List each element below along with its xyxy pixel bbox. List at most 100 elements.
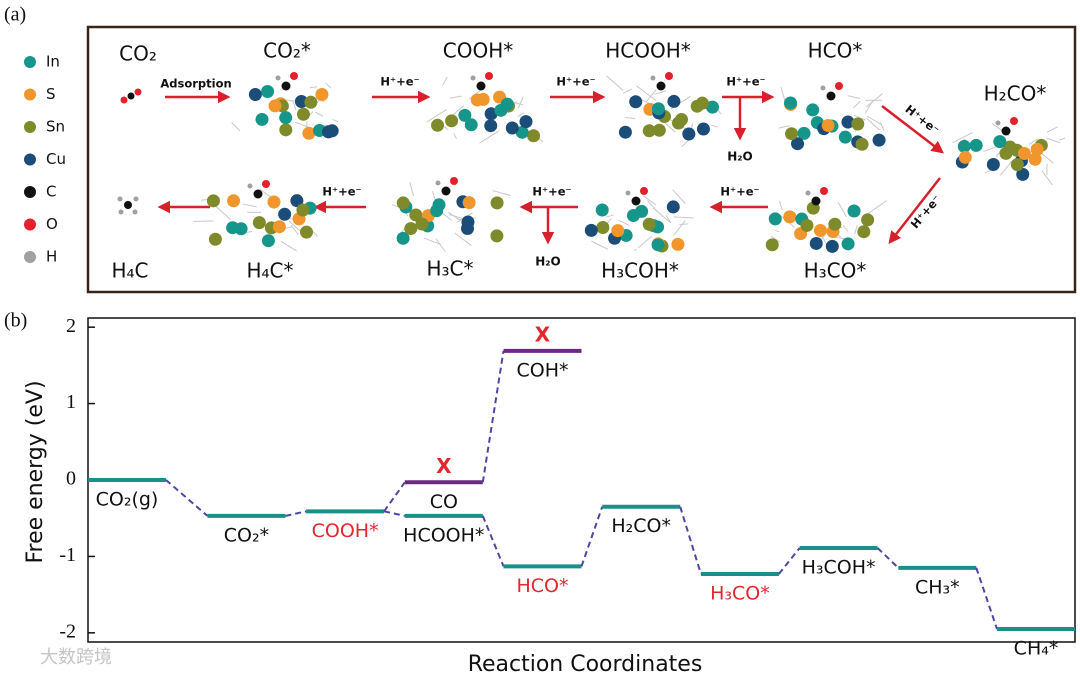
atom — [415, 217, 429, 231]
atom — [828, 217, 842, 231]
legend-swatch — [24, 56, 36, 68]
level-label: COOH* — [312, 520, 379, 542]
bond — [673, 220, 686, 236]
y-tick-label: -1 — [59, 544, 76, 566]
bond — [423, 237, 441, 245]
level-label: CO — [430, 491, 458, 513]
level-label: CO₂(g) — [96, 489, 159, 511]
bond — [618, 219, 630, 226]
connector — [580, 506, 604, 567]
atom — [485, 72, 493, 80]
bond — [778, 125, 790, 129]
atom — [813, 223, 827, 237]
arrow — [888, 177, 941, 244]
atom — [272, 220, 286, 234]
species-label: H₃COH* — [601, 259, 679, 283]
level-label: H₃CO* — [710, 582, 770, 604]
atom — [290, 72, 298, 80]
bond — [332, 118, 339, 123]
atom — [821, 119, 835, 133]
atom — [838, 130, 852, 144]
bond — [1028, 138, 1038, 145]
atom — [596, 221, 610, 235]
arrow-label: Adsorption — [160, 77, 231, 91]
atom — [656, 81, 666, 91]
bond — [853, 114, 866, 121]
arrow-label: H⁺+e⁻ — [720, 185, 759, 199]
atom — [476, 92, 490, 106]
watermark: 大数跨境 — [40, 647, 112, 668]
bond — [492, 190, 511, 197]
atom — [826, 91, 836, 101]
legend-label: S — [46, 85, 56, 103]
bond — [246, 230, 253, 234]
atom — [857, 225, 871, 239]
atom — [290, 194, 304, 208]
atom — [296, 107, 310, 121]
atom — [820, 85, 826, 91]
level-label: CH₃* — [915, 576, 960, 598]
atom — [299, 225, 313, 239]
atom — [281, 81, 291, 91]
atom — [255, 112, 269, 126]
arrow-label: H⁺+e⁻ — [380, 75, 419, 89]
atom — [791, 137, 805, 151]
atom — [253, 189, 263, 199]
atom — [252, 216, 266, 230]
atom — [484, 107, 498, 121]
species-label: CO₂* — [263, 39, 311, 63]
atom — [304, 95, 318, 109]
species-label: H₃CO* — [804, 259, 867, 283]
bond — [654, 90, 667, 95]
y-tick-label: -2 — [59, 620, 76, 642]
bond — [673, 216, 694, 219]
species-label: CO₂ — [119, 42, 157, 66]
legend-label: Cu — [46, 150, 66, 168]
bond — [679, 223, 689, 226]
atom — [650, 75, 656, 81]
bond — [290, 224, 299, 235]
atom — [275, 75, 281, 81]
arrow — [881, 105, 944, 154]
level-mark: X — [436, 454, 452, 478]
level-label: HCO* — [517, 575, 569, 597]
atom — [462, 196, 476, 210]
species-label: HCOOH* — [605, 39, 691, 63]
legend-label: H — [46, 248, 57, 266]
connector — [383, 481, 406, 512]
bond — [880, 122, 885, 131]
bond — [1046, 137, 1061, 144]
atom — [461, 222, 474, 236]
atom — [1030, 142, 1044, 156]
connector — [975, 567, 998, 630]
atom — [515, 125, 529, 139]
level-label: COH* — [517, 359, 569, 381]
atom — [470, 75, 476, 81]
atom — [682, 127, 696, 141]
bond — [1041, 170, 1053, 186]
y-tick-label: 1 — [66, 391, 76, 413]
bond — [517, 96, 524, 109]
atom — [671, 237, 685, 251]
atom — [490, 229, 504, 243]
bond — [605, 214, 614, 218]
atom — [315, 87, 329, 101]
connector — [383, 510, 406, 517]
bond — [665, 215, 672, 224]
atom — [805, 190, 811, 196]
atom — [618, 125, 632, 139]
atom — [261, 234, 275, 248]
atom — [765, 238, 779, 252]
atom — [986, 158, 1000, 172]
atom — [1001, 126, 1011, 136]
connector — [876, 547, 900, 569]
atom — [484, 119, 498, 133]
atom — [806, 103, 820, 117]
bond — [983, 146, 996, 152]
atom — [631, 196, 641, 206]
atom — [861, 213, 875, 227]
bond — [711, 124, 718, 128]
bond — [453, 133, 457, 140]
bond — [449, 95, 462, 99]
connector — [778, 547, 801, 575]
